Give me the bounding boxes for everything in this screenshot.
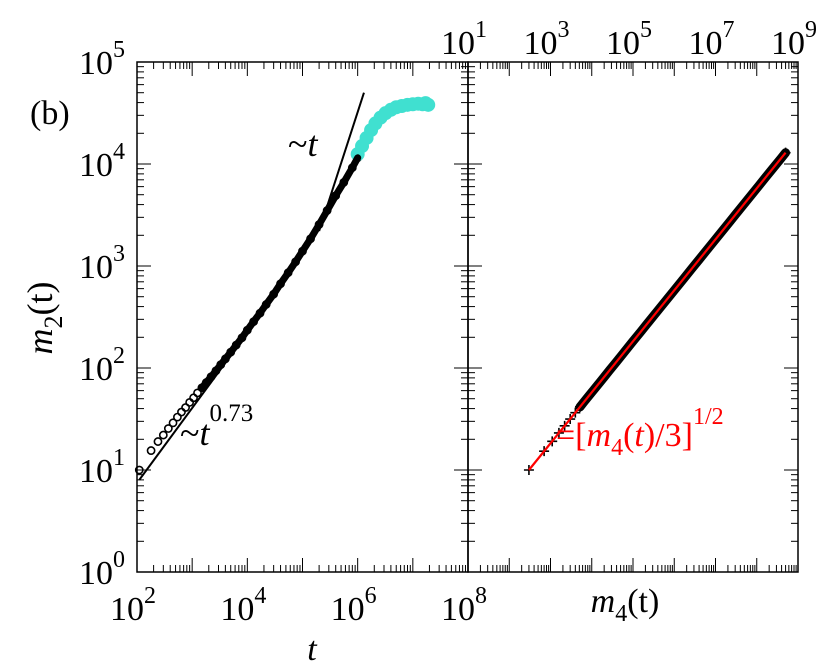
left-data-point [185,397,195,407]
y-tick-label-base: 10 [79,45,113,82]
left-data-point [153,437,163,446]
guide-label-073-tilde: ~ [180,413,199,453]
left-data-band [198,154,362,392]
y-tick-label: 102 [79,343,125,388]
left-x-tick-label-base: 10 [110,591,144,628]
left-data-point [193,388,202,398]
left-x-tick-label-exp: 2 [144,583,156,609]
right-x-tick-label: 105 [606,17,652,62]
right-x-tick-label: 101 [441,17,487,62]
y-tick-label-exp: 1 [113,445,125,471]
left-x-tick-label-base: 10 [220,591,254,628]
left-x-tick-label-exp: 4 [254,583,266,609]
right-x-tick-label-exp: 7 [723,17,735,43]
right-x-tick-label-exp: 1 [475,17,487,43]
left-x-tick-label-exp: 6 [365,583,377,609]
right-curve-label-sub: 4 [611,435,623,461]
right-curve-label-m: m [587,417,612,454]
right-x-tick-label: 103 [524,17,570,62]
y-tick-label-exp: 3 [113,241,125,267]
right-curve-label-exp: 1/2 [693,404,724,430]
x-axis-title: t [307,631,318,664]
right-x-tick-label-base: 10 [606,25,640,62]
y-tick-label: 103 [79,241,125,286]
y-tick-label-exp: 0 [113,547,125,573]
panel-label: (b) [30,95,70,132]
right-curve-label-close: )/3] [644,417,693,454]
right-x-tick-label-base: 10 [771,25,805,62]
left-data-point [163,424,173,433]
right-x-axis-title-base: m [591,583,616,620]
right-x-axis-title-sub: 4 [615,601,627,627]
guide-label-linear-t: t [307,124,318,164]
guide-label-073-t: t [199,413,210,453]
right-x-axis-title: m4(t) [591,583,660,627]
right-x-tick-label-exp: 3 [558,17,570,43]
right-x-tick-label: 109 [771,17,817,62]
guide-label-073-exp: 0.73 [210,400,254,427]
right-x-tick-label-exp: 5 [640,17,652,43]
guide-label-linear: ~t [288,124,318,164]
left-x-tick-label: 104 [220,583,266,628]
marks-layer [134,96,791,475]
right-data-point [523,465,534,475]
left-data-point [146,446,156,455]
y-tick-label: 100 [79,547,125,592]
y-tick-label-exp: 5 [113,37,125,63]
left-x-tick-label: 106 [331,583,377,628]
left-x-tick-label-exp: 8 [475,583,487,609]
right-x-tick-label-base: 10 [441,25,475,62]
left-x-tick-label-base: 10 [331,591,365,628]
y-tick-label: 105 [79,37,125,82]
left-data-point [158,430,168,440]
y-tick-label-exp: 2 [113,343,125,369]
y-axis-title-sub: 2 [39,315,68,328]
right-x-tick-label-exp: 9 [805,17,817,43]
right-curve-label-open: =[ [556,417,587,454]
left-data-point-saturated [421,97,436,112]
left-x-tick-label-base: 10 [441,591,475,628]
y-tick-label-base: 10 [79,453,113,490]
left-data-point [134,465,144,475]
y-axis-title: m2(t) [20,282,68,355]
right-x-axis-title-arg: (t) [627,583,659,620]
y-tick-label-base: 10 [79,249,113,286]
right-curve-label-t: t [634,417,645,454]
right-x-tick-label-base: 10 [524,25,558,62]
y-axis-title-base: m [20,328,60,354]
y-tick-label-base: 10 [79,555,113,592]
right-panel-frame [467,61,799,573]
y-tick-label: 104 [79,139,125,184]
guide-label-linear-tilde: ~ [288,124,307,164]
left-x-tick-label: 108 [441,583,487,628]
right-curve-label: =[m4(t)/3]1/2 [556,404,724,461]
y-tick-label-exp: 4 [113,139,125,165]
y-axis-title-arg: (t) [20,282,60,316]
y-tick-label-base: 10 [79,147,113,184]
left-data-point [168,418,178,428]
right-curve-label-paren: ( [623,417,634,454]
axes-layer [136,61,799,573]
right-fit-curve [528,151,787,471]
y-tick-label-base: 10 [79,351,113,388]
right-x-tick-label-base: 10 [689,25,723,62]
guide-label-073: ~t0.73 [180,400,253,453]
left-x-tick-label: 102 [110,583,156,628]
right-x-tick-label: 107 [689,17,735,62]
y-tick-label: 101 [79,445,125,490]
left-data-point [189,393,198,403]
